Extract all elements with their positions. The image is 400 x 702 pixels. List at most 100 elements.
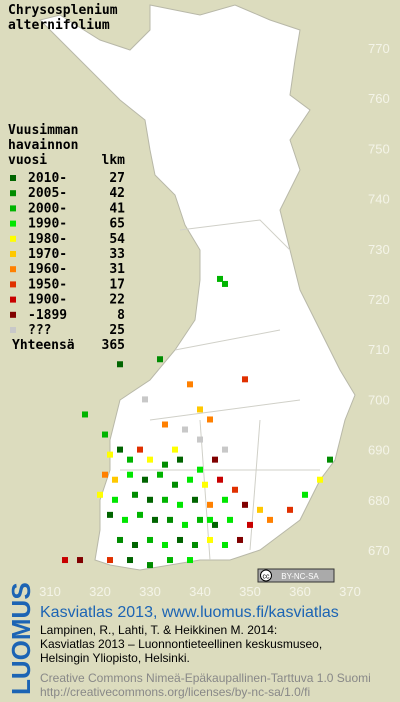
occurrence [187,381,193,388]
occurrence [177,501,183,508]
occurrence [187,557,193,564]
citation: Helsingin Yliopisto, Helsinki. [40,651,190,665]
legend-label: 2010- [28,171,67,186]
occurrence [202,481,208,488]
occurrence [122,516,128,523]
occurrence [117,536,123,543]
occurrence [162,461,168,468]
legend-label: 2000- [28,201,67,216]
badge-text: BY-NC-SA [281,572,319,581]
occurrence [227,516,233,523]
title: Chrysosplenium [8,3,118,18]
y-grid-label: 710 [368,342,390,357]
occurrence [242,501,248,508]
occurrence [207,516,213,523]
y-grid-label: 720 [368,292,390,307]
occurrence [222,280,228,287]
occurrence [137,446,143,453]
occurrence [97,491,103,498]
legend-count: 8 [117,308,125,323]
citation: Kasviatlas 2013 – Luonnontieteellinen ke… [40,637,322,651]
occurrence [167,516,173,523]
legend-header: havainnon [8,138,78,153]
occurrence [177,536,183,543]
occurrence [197,436,203,443]
x-grid-label: 360 [289,584,311,599]
y-grid-label: 670 [368,543,390,558]
legend-count: 22 [109,293,125,308]
legend-swatch [10,251,16,257]
occurrence [177,456,183,463]
occurrence [217,476,223,483]
legend-swatch [10,190,16,197]
occurrence [197,466,203,473]
legend-count: 41 [109,201,125,216]
badge-box [257,568,335,583]
occurrence [172,481,178,488]
occurrences [62,275,333,569]
x-grid-label: 320 [89,584,111,599]
legend-header: Vuusimman [8,123,78,138]
legend-count: 65 [109,217,125,232]
logo: LUOMUS [6,582,36,695]
occurrence [192,496,198,503]
occurrence [142,476,148,483]
occurrence [132,541,138,548]
legend-swatch [10,327,16,333]
legend-swatch [10,281,16,288]
legend-count: 17 [109,277,125,292]
finland-outline [39,4,356,571]
occurrence [162,496,168,503]
occurrence [162,421,168,428]
legend-label: 1980- [28,232,67,247]
occurrence [287,506,293,513]
occurrence [207,536,213,543]
occurrence [117,361,123,368]
occurrence [217,275,223,282]
y-grid-label: 760 [368,91,390,106]
y-grid-label: 690 [368,443,390,458]
occurrence [112,476,118,483]
legend-header: vuosi [8,153,47,168]
legend-swatch [10,175,16,181]
y-grid-label: 740 [368,192,390,207]
occurrence [222,541,228,548]
y-grid-label: 750 [368,141,390,156]
occurrence [102,431,108,438]
legend-label: 1900- [28,293,67,308]
x-grid-label: 310 [39,584,61,599]
legend-label: 1970- [28,247,67,262]
occurrence [327,456,333,463]
badge-cc: cc [263,574,271,581]
occurrence [117,446,123,453]
occurrence [207,501,213,508]
legend-label: 2005- [28,186,67,201]
occurrence [257,506,263,513]
occurrence [112,496,118,503]
occurrence [247,521,253,528]
title: alternifolium [8,18,110,33]
occurrence [172,446,178,453]
occurrence [152,516,158,523]
legend-swatch [10,296,16,303]
occurrence [212,521,218,528]
legend-swatch [10,266,16,273]
occurrence [107,557,113,564]
cc-badge: cc BY-NC-SA [257,568,335,583]
badge-icon [260,569,272,582]
occurrence [127,557,133,564]
legend-swatch [10,205,16,212]
legend-total-label: Yhteensä [12,338,75,353]
citation: Lampinen, R., Lahti, T. & Heikkinen M. 2… [40,623,277,637]
legend-count: 33 [109,247,125,262]
legend-count: 25 [109,323,125,338]
occurrence [317,476,323,483]
legend-label: -1899 [28,308,67,323]
license: Creative Commons Nimeä-Epäkaupallinen-Ta… [40,671,371,685]
occurrence [162,541,168,548]
legend-count: 42 [109,186,125,201]
legend-label: 1990- [28,217,67,232]
occurrence [222,446,228,453]
